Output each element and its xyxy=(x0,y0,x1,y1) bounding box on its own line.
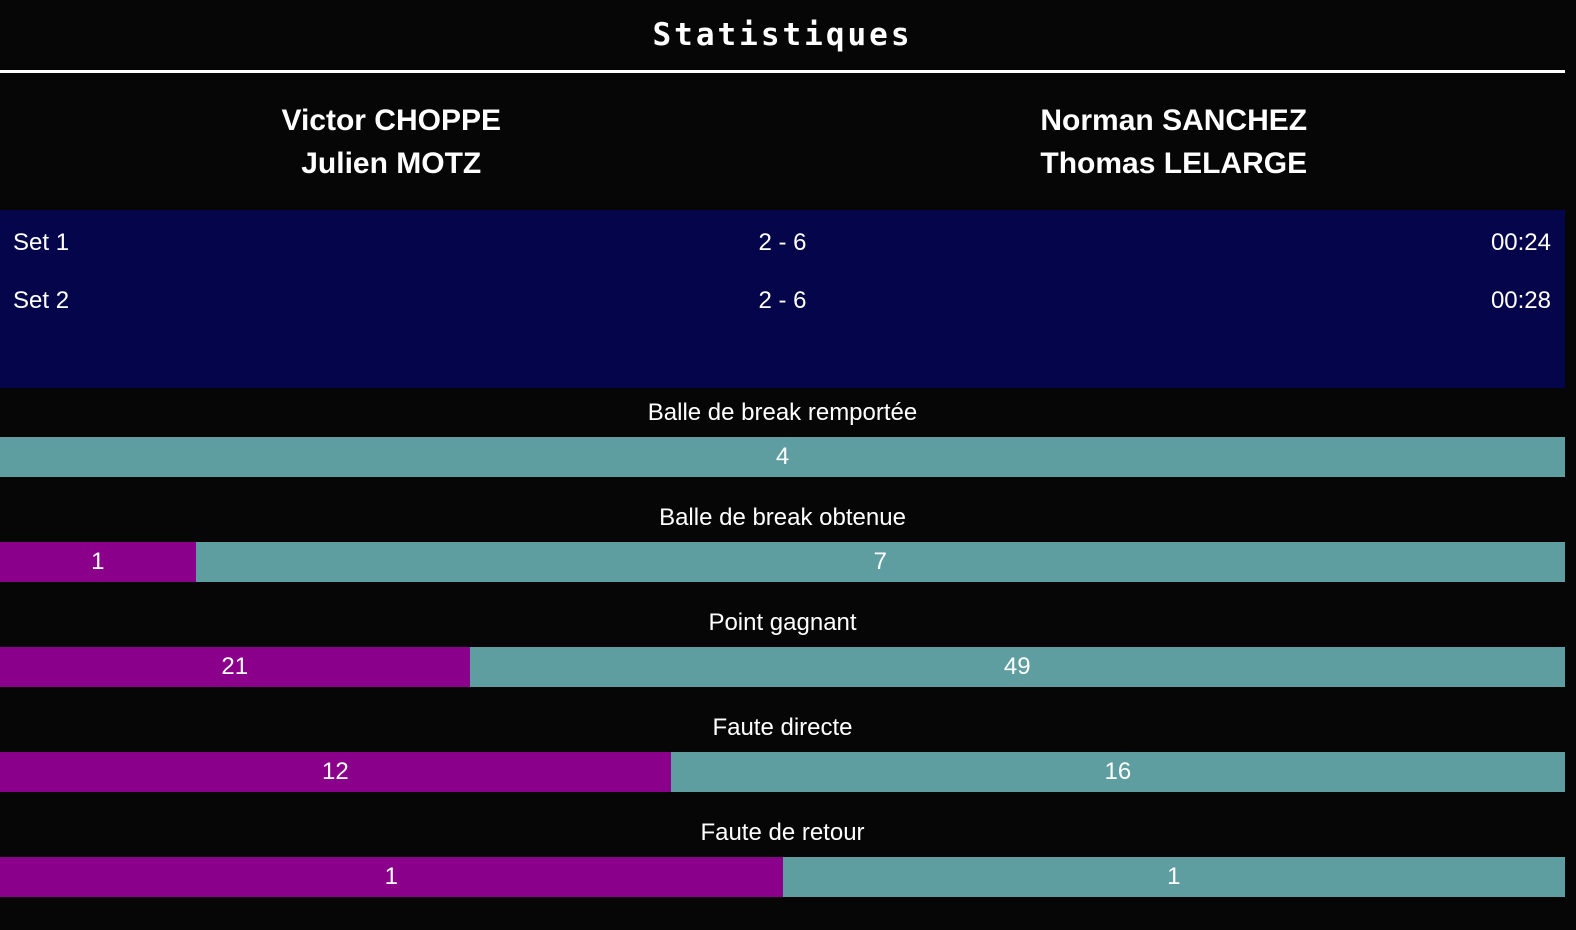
stat-bar-left-segment: 1 xyxy=(0,857,783,897)
stat-bar-right-segment: 16 xyxy=(670,752,1565,792)
set-row-2: Set 2 2 - 6 00:28 xyxy=(0,272,1565,330)
stat-label: Balle de break obtenue xyxy=(659,503,906,531)
stat-group-break-points-won: Balle de break remportée 0 4 xyxy=(0,388,1565,477)
team-right-player2: Thomas LELARGE xyxy=(1040,146,1308,180)
team-left-player2: Julien MOTZ xyxy=(301,146,482,180)
set-1-duration: 00:24 xyxy=(1490,229,1551,256)
stat-bar: 1 7 xyxy=(0,542,1565,582)
stat-bar-right-segment: 49 xyxy=(469,647,1565,687)
stats-page: Statistiques Victor CHOPPE Julien MOTZ N… xyxy=(0,0,1565,897)
stat-label: Point gagnant xyxy=(708,608,857,636)
stat-group-break-points-obtained: Balle de break obtenue 1 7 xyxy=(0,493,1565,582)
team-right-names: Norman SANCHEZ Thomas LELARGE xyxy=(783,99,1566,185)
stat-bar-right-segment: 7 xyxy=(195,542,1565,582)
stat-bar: 12 16 xyxy=(0,752,1565,792)
stat-bar-right-segment: 4 xyxy=(0,437,1565,477)
stat-bar: 1 1 xyxy=(0,857,1565,897)
page-title: Statistiques xyxy=(652,17,913,53)
team-left-player1: Victor CHOPPE xyxy=(281,103,501,137)
set-1-score: 2 - 6 xyxy=(758,229,807,256)
stat-group-winning-points: Point gagnant 21 49 xyxy=(0,598,1565,687)
team-left-names: Victor CHOPPE Julien MOTZ xyxy=(0,99,783,185)
stat-bar-left-segment: 1 xyxy=(0,542,196,582)
stat-group-return-faults: Faute de retour 1 1 xyxy=(0,808,1565,897)
page-header: Statistiques xyxy=(0,0,1565,73)
set-2-duration: 00:28 xyxy=(1490,287,1551,314)
stat-bar: 0 4 xyxy=(0,437,1565,477)
stat-label: Faute de retour xyxy=(700,818,865,846)
team-right-player1: Norman SANCHEZ xyxy=(1040,103,1308,137)
stats-list: Balle de break remportée 0 4 Balle de br… xyxy=(0,388,1565,897)
set-2-score: 2 - 6 xyxy=(758,287,807,314)
stat-group-direct-faults: Faute directe 12 16 xyxy=(0,703,1565,792)
stat-bar: 21 49 xyxy=(0,647,1565,687)
stat-bar-left-segment: 12 xyxy=(0,752,671,792)
set-row-1: Set 1 2 - 6 00:24 xyxy=(0,214,1565,272)
set-1-label: Set 1 xyxy=(13,229,70,256)
sets-panel: Set 1 2 - 6 00:24 Set 2 2 - 6 00:28 xyxy=(0,210,1565,388)
teams-row: Victor CHOPPE Julien MOTZ Norman SANCHEZ… xyxy=(0,73,1565,210)
stat-bar-right-segment: 1 xyxy=(782,857,1565,897)
stat-label: Faute directe xyxy=(712,713,853,741)
stat-label: Balle de break remportée xyxy=(647,398,918,426)
stat-bar-left-segment: 21 xyxy=(0,647,470,687)
set-2-label: Set 2 xyxy=(13,287,70,314)
